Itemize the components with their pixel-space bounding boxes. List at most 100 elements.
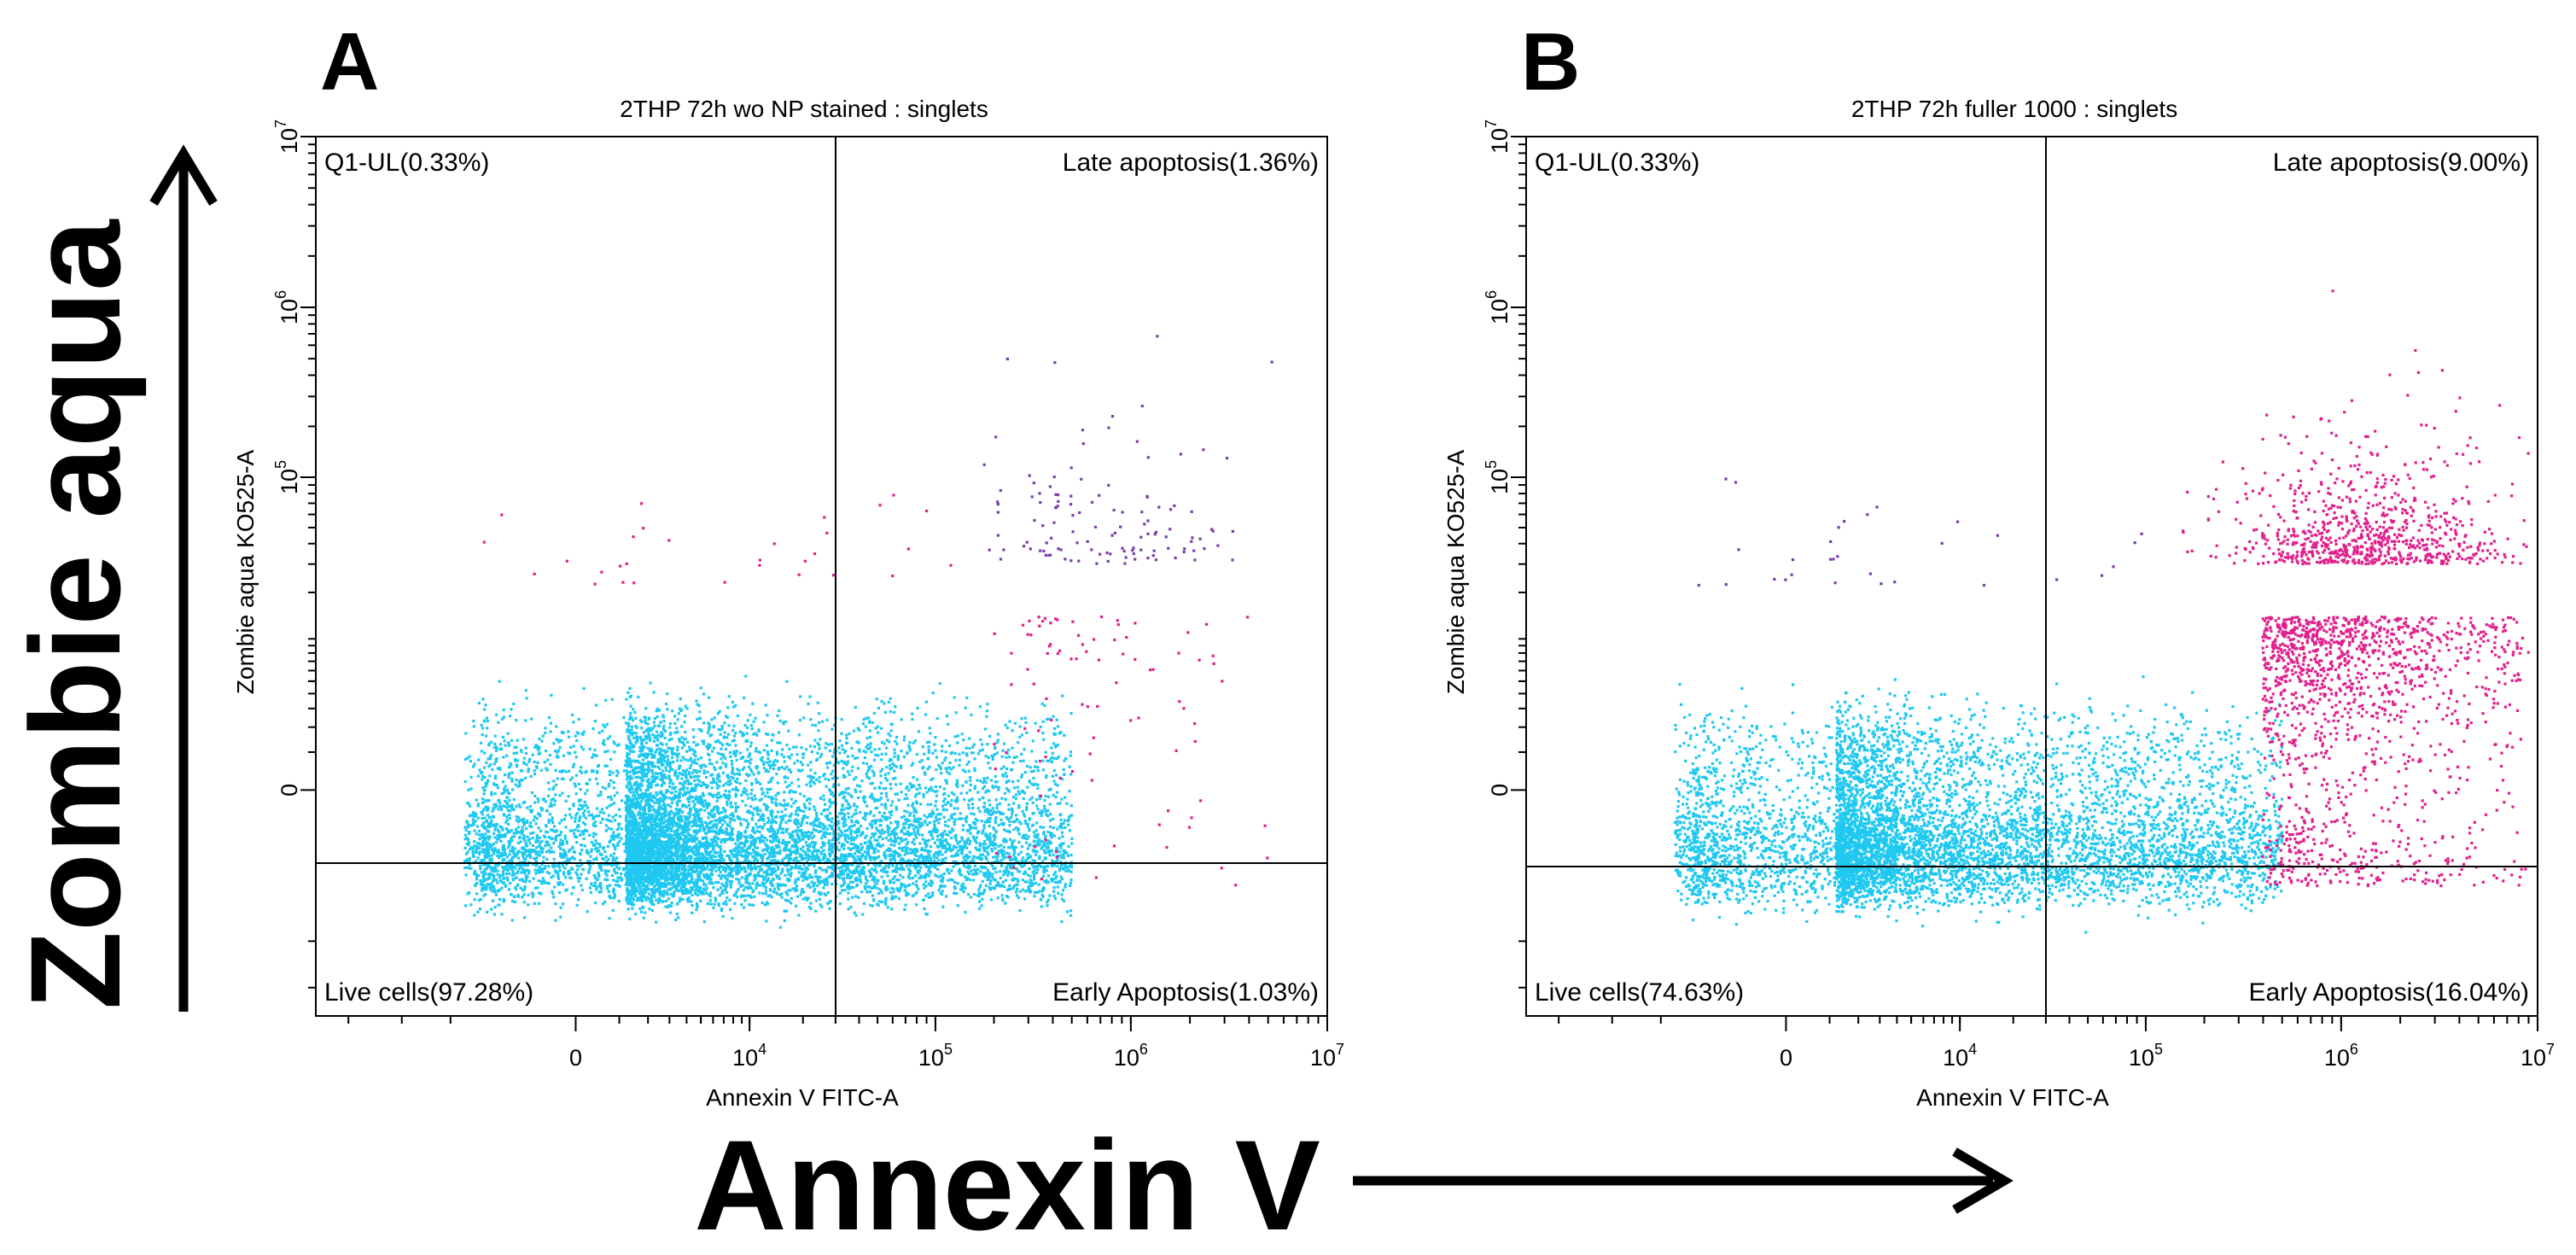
event-dot bbox=[728, 824, 731, 827]
event-dot bbox=[889, 833, 893, 837]
event-dot bbox=[994, 847, 997, 850]
event-dot bbox=[721, 914, 725, 918]
event-dot bbox=[478, 838, 481, 841]
event-dot bbox=[632, 898, 636, 902]
event-dot bbox=[729, 849, 732, 853]
event-dot bbox=[791, 745, 796, 749]
event-dot bbox=[552, 896, 556, 899]
event-dot bbox=[719, 752, 722, 756]
event-dot bbox=[840, 872, 843, 875]
event-dot bbox=[481, 813, 484, 816]
event-dot bbox=[841, 791, 844, 794]
event-dot bbox=[734, 842, 737, 845]
event-dot bbox=[580, 830, 584, 833]
event-dot bbox=[822, 843, 825, 848]
event-dot bbox=[953, 855, 956, 858]
event-dot bbox=[551, 797, 555, 801]
event-dot bbox=[710, 861, 714, 864]
event-dot bbox=[851, 765, 854, 768]
event-dot bbox=[701, 791, 704, 795]
event-dot bbox=[656, 707, 659, 710]
event-dot bbox=[727, 724, 731, 727]
event-dot bbox=[788, 747, 791, 751]
event-dot bbox=[660, 784, 663, 787]
event-dot bbox=[644, 816, 647, 820]
event-dot bbox=[520, 749, 523, 752]
event-dot bbox=[475, 892, 479, 896]
event-dot bbox=[493, 734, 497, 738]
event-dot bbox=[630, 842, 633, 845]
event-dot bbox=[1070, 837, 1074, 840]
event-dot bbox=[695, 762, 698, 765]
event-dot bbox=[723, 794, 727, 798]
event-dot bbox=[498, 836, 502, 839]
event-dot bbox=[825, 718, 829, 721]
event-dot bbox=[830, 792, 833, 796]
event-dot bbox=[749, 804, 753, 808]
event-dot bbox=[534, 872, 538, 875]
event-dot bbox=[832, 858, 836, 861]
event-dot bbox=[774, 890, 778, 895]
event-dot bbox=[890, 766, 894, 770]
event-dot bbox=[778, 851, 782, 855]
event-dot bbox=[667, 803, 671, 807]
event-dot bbox=[660, 756, 663, 760]
event-dot bbox=[650, 768, 654, 772]
event-dot bbox=[749, 757, 753, 761]
event-dot bbox=[539, 842, 542, 845]
event-dot bbox=[848, 855, 851, 858]
event-dot bbox=[577, 898, 580, 902]
event-dot bbox=[904, 793, 907, 797]
event-dot bbox=[692, 805, 696, 808]
event-dot bbox=[755, 829, 759, 833]
event-dot bbox=[690, 820, 693, 824]
event-dot bbox=[515, 765, 519, 768]
event-dot bbox=[750, 727, 754, 731]
event-dot bbox=[469, 903, 473, 907]
event-dot bbox=[640, 910, 644, 914]
event-dot bbox=[984, 855, 988, 858]
event-dot bbox=[913, 739, 918, 743]
event-dot bbox=[777, 791, 780, 795]
event-dot bbox=[595, 856, 598, 860]
event-dot bbox=[676, 749, 679, 752]
event-dot bbox=[767, 819, 771, 822]
event-dot bbox=[574, 817, 577, 820]
event-dot bbox=[492, 913, 496, 916]
event-dot bbox=[656, 879, 659, 883]
event-dot bbox=[910, 851, 913, 855]
event-dot bbox=[671, 865, 674, 868]
event-dot bbox=[681, 769, 685, 773]
event-dot bbox=[655, 898, 658, 902]
event-dot bbox=[486, 841, 489, 844]
event-dot bbox=[903, 809, 906, 813]
event-dot bbox=[1059, 875, 1063, 878]
event-dot bbox=[506, 878, 510, 882]
event-dot bbox=[1038, 797, 1041, 801]
event-dot bbox=[964, 886, 967, 890]
event-dot bbox=[872, 868, 876, 872]
event-dot bbox=[534, 852, 538, 855]
event-dot bbox=[1046, 874, 1050, 878]
event-dot bbox=[495, 749, 498, 752]
event-dot bbox=[1051, 751, 1054, 755]
event-dot bbox=[984, 755, 988, 758]
event-dot bbox=[720, 848, 723, 851]
event-dot bbox=[684, 836, 687, 839]
event-dot bbox=[652, 739, 656, 743]
event-dot bbox=[493, 792, 497, 796]
event-dot bbox=[639, 877, 644, 880]
event-dot bbox=[634, 890, 638, 894]
event-dot bbox=[767, 851, 771, 855]
event-dot bbox=[987, 853, 990, 856]
event-dot bbox=[814, 909, 818, 913]
event-dot bbox=[555, 864, 558, 867]
event-dot bbox=[632, 797, 636, 801]
event-dot bbox=[481, 848, 485, 851]
event-dot bbox=[755, 778, 758, 781]
event-dot bbox=[962, 885, 965, 889]
event-dot bbox=[947, 794, 950, 797]
event-dot bbox=[856, 796, 860, 800]
event-dot bbox=[708, 821, 711, 825]
event-dot bbox=[661, 714, 665, 717]
